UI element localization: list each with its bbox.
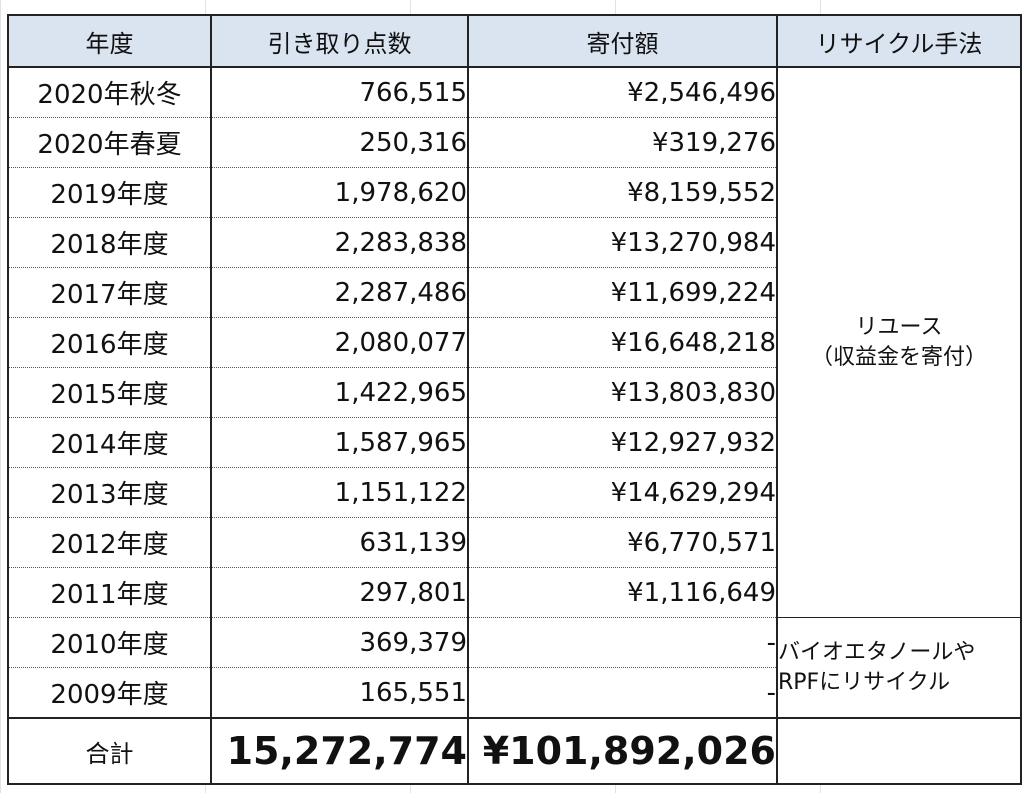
donation-cell: - <box>467 617 778 668</box>
method-recycle-line1: バイオエタノールや <box>778 639 976 665</box>
method-reuse-line2: （収益金を寄付） <box>810 344 987 370</box>
count-cell: 1,422,965 <box>210 367 469 418</box>
count-cell: 2,287,486 <box>210 267 469 318</box>
count-cell: 1,978,620 <box>210 167 469 218</box>
count-cell: 1,151,122 <box>210 467 469 518</box>
table-row: 2019年度 1,978,620 ¥8,159,552 <box>7 167 1021 218</box>
total-row: 合計 15,272,774 ¥101,892,026 <box>7 717 1022 785</box>
header-count: 引き取り点数 <box>210 14 469 68</box>
header-year: 年度 <box>7 14 212 68</box>
table-row: 2009年度 165,551 - <box>7 667 1021 719</box>
year-cell: 2015年度 <box>7 367 212 418</box>
year-cell: 2013年度 <box>7 467 212 518</box>
year-cell: 2009年度 <box>7 667 212 719</box>
count-cell: 297,801 <box>210 567 469 618</box>
total-label: 合計 <box>7 717 212 785</box>
donation-cell: ¥11,699,224 <box>467 267 778 318</box>
year-cell: 2016年度 <box>7 317 212 368</box>
count-cell: 631,139 <box>210 517 469 568</box>
donation-cell: ¥8,159,552 <box>467 167 778 218</box>
method-reuse-line1: リユース <box>855 314 943 340</box>
year-cell: 2010年度 <box>7 617 212 668</box>
count-cell: 165,551 <box>210 667 469 719</box>
count-cell: 2,283,838 <box>210 217 469 268</box>
table-row: 2013年度 1,151,122 ¥14,629,294 <box>7 467 1021 518</box>
donation-cell: ¥2,546,496 <box>467 67 778 118</box>
table-row: 2017年度 2,287,486 ¥11,699,224 <box>7 267 1021 318</box>
table-row: 2016年度 2,080,077 ¥16,648,218 <box>7 317 1021 368</box>
total-donation: ¥101,892,026 <box>467 717 778 785</box>
table-row: 2020年秋冬 766,515 ¥2,546,496 リユース （収益金を寄付） <box>7 67 1022 618</box>
table-row: 2010年度 369,379 - バイオエタノールや RPFにリサイクル <box>7 617 1022 719</box>
donation-cell: ¥16,648,218 <box>467 317 778 368</box>
method-reuse-cell: リユース （収益金を寄付） <box>776 67 1022 618</box>
year-cell: 2020年春夏 <box>7 117 212 168</box>
header-donation: 寄付額 <box>467 14 778 68</box>
table-row: 2014年度 1,587,965 ¥12,927,932 <box>7 417 1021 468</box>
total-method-empty <box>776 717 1022 785</box>
count-cell: 250,316 <box>210 117 469 168</box>
year-cell: 2014年度 <box>7 417 212 468</box>
year-cell: 2020年秋冬 <box>7 67 212 118</box>
donation-cell: ¥13,803,830 <box>467 367 778 418</box>
donation-cell: ¥13,270,984 <box>467 217 778 268</box>
method-recycle-cell: バイオエタノールや RPFにリサイクル <box>776 617 1022 719</box>
count-cell: 369,379 <box>210 617 469 668</box>
year-cell: 2019年度 <box>7 167 212 218</box>
count-cell: 1,587,965 <box>210 417 469 468</box>
table-row: 2018年度 2,283,838 ¥13,270,984 <box>7 217 1021 268</box>
donation-cell: ¥12,927,932 <box>467 417 778 468</box>
table-row: 2020年春夏 250,316 ¥319,276 <box>7 117 1021 168</box>
header-row: 年度 引き取り点数 寄付額 リサイクル手法 <box>7 14 1022 68</box>
year-cell: 2011年度 <box>7 567 212 618</box>
method-recycle-line2: RPFにリサイクル <box>778 669 951 695</box>
table-row: 2011年度 297,801 ¥1,116,649 <box>7 567 1021 618</box>
donation-cell: ¥319,276 <box>467 117 778 168</box>
year-cell: 2012年度 <box>7 517 212 568</box>
table-row: 2015年度 1,422,965 ¥13,803,830 <box>7 367 1021 418</box>
count-cell: 766,515 <box>210 67 469 118</box>
donation-cell: ¥1,116,649 <box>467 567 778 618</box>
donation-cell: - <box>467 667 778 719</box>
year-cell: 2017年度 <box>7 267 212 318</box>
donation-table: 年度 引き取り点数 寄付額 リサイクル手法 2020年秋冬 766,515 ¥2… <box>7 14 1022 785</box>
year-cell: 2018年度 <box>7 217 212 268</box>
header-method: リサイクル手法 <box>776 14 1022 68</box>
count-cell: 2,080,077 <box>210 317 469 368</box>
total-count: 15,272,774 <box>210 717 469 785</box>
donation-cell: ¥6,770,571 <box>467 517 778 568</box>
table-row: 2012年度 631,139 ¥6,770,571 <box>7 517 1021 568</box>
donation-cell: ¥14,629,294 <box>467 467 778 518</box>
